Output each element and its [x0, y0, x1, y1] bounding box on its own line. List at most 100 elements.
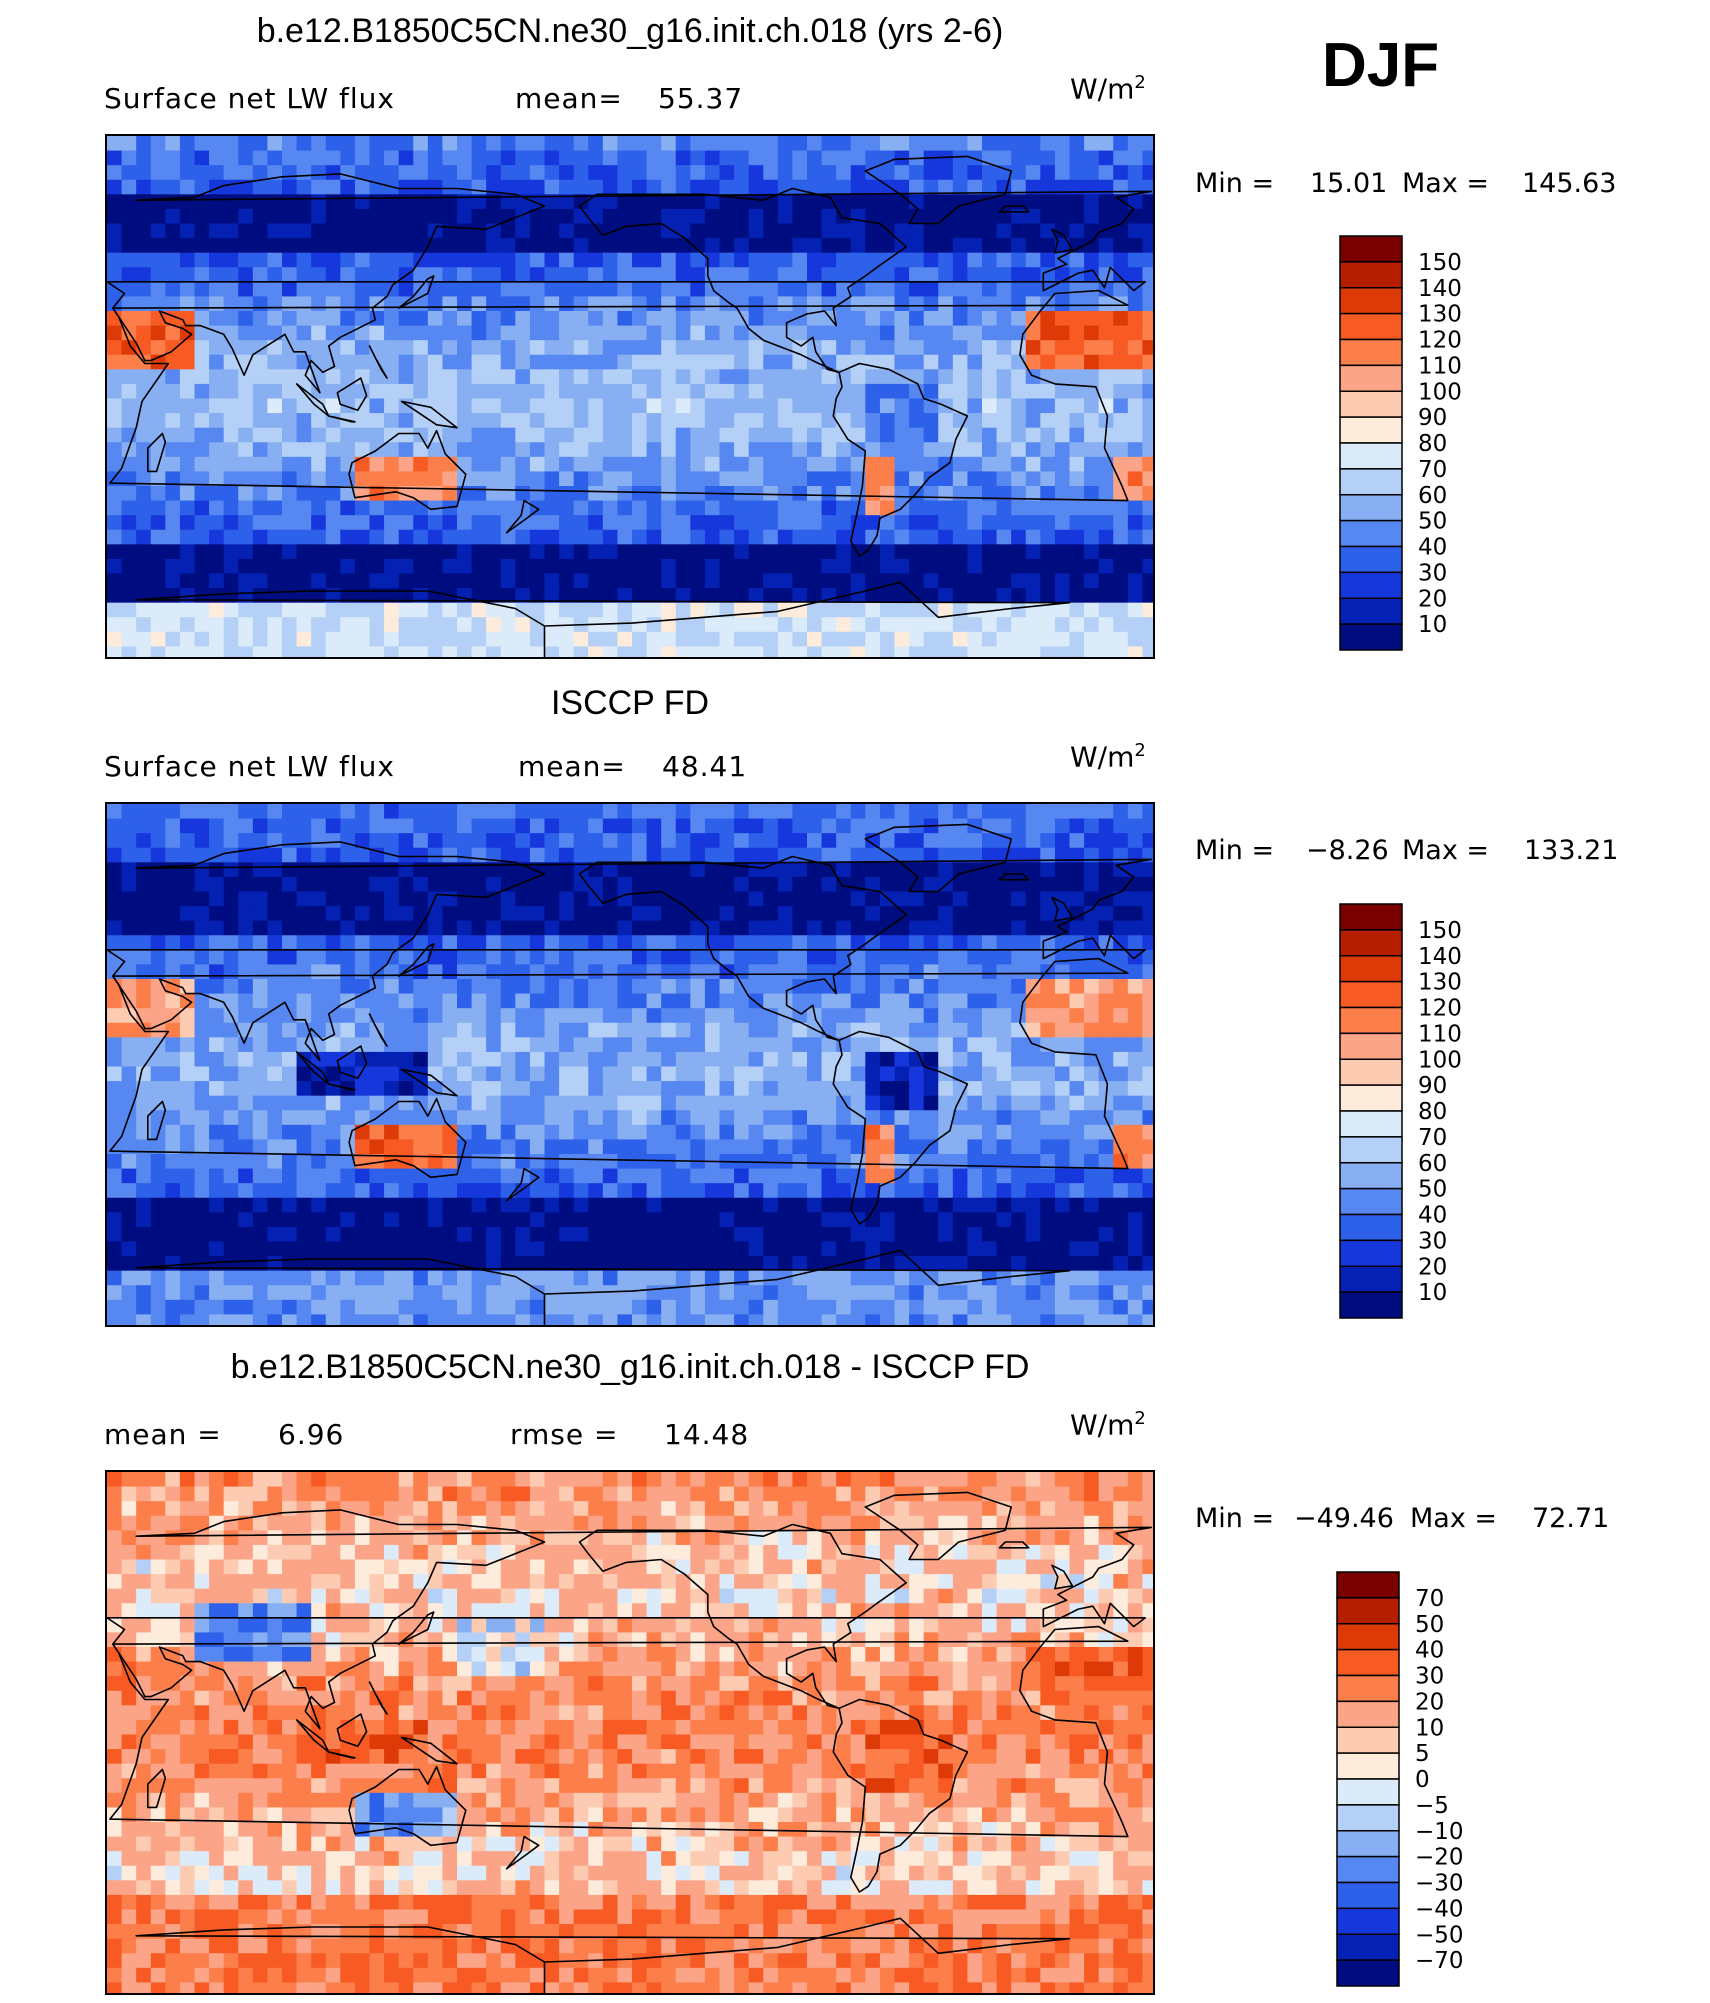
map-cell	[617, 1008, 633, 1024]
map-cell	[675, 267, 691, 283]
map-cell	[777, 456, 794, 473]
map-cell	[238, 993, 254, 1009]
map-cell	[267, 1051, 283, 1068]
map-cell	[675, 558, 691, 575]
map-cell	[296, 165, 312, 181]
map-cell	[1011, 920, 1027, 936]
map-cell	[938, 1226, 954, 1243]
map-cell	[311, 617, 327, 633]
map-cell	[107, 1154, 123, 1170]
map-cell	[340, 1037, 356, 1053]
map-cell	[325, 833, 341, 849]
map-cell	[369, 906, 385, 922]
map-cell	[340, 1226, 356, 1243]
map-cell	[194, 1183, 210, 1199]
map-cell	[967, 165, 983, 181]
map-cell	[267, 1197, 283, 1213]
map-cell	[515, 1139, 531, 1155]
map-cell	[602, 281, 619, 298]
map-cell	[311, 1081, 327, 1097]
map-cell	[486, 1226, 502, 1243]
map-cell	[311, 267, 327, 283]
map-cell	[1084, 1124, 1100, 1141]
map-cell	[209, 486, 225, 502]
map-cell	[1040, 150, 1056, 166]
map-cell	[704, 573, 721, 589]
map-cell	[296, 238, 312, 254]
map-cell	[573, 993, 589, 1009]
map-cell	[573, 427, 589, 443]
map-cell	[690, 208, 706, 225]
map-cell	[1098, 993, 1114, 1009]
map-cell	[267, 413, 283, 429]
map-cell	[223, 588, 239, 604]
map-cell	[427, 529, 444, 545]
map-cell	[923, 471, 939, 487]
map-cell	[1011, 558, 1027, 575]
map-cell	[792, 1124, 808, 1141]
map-cell	[457, 223, 473, 239]
map-cell	[107, 179, 123, 195]
map-cell	[296, 427, 312, 443]
map-cell	[1011, 979, 1027, 995]
map-cell	[529, 1051, 546, 1068]
map-cell	[1025, 1008, 1041, 1024]
map-cell	[792, 544, 808, 560]
map-cell	[573, 1008, 589, 1024]
map-cell	[471, 906, 487, 922]
map-cell	[617, 949, 633, 966]
map-cell	[675, 1139, 691, 1155]
map-cell	[763, 920, 779, 936]
map-cell	[763, 413, 779, 429]
map-cell	[413, 486, 429, 502]
map-cell	[879, 354, 896, 370]
map-cell	[209, 617, 225, 633]
map-cell	[617, 964, 633, 980]
map-cell	[836, 398, 852, 414]
map-cell	[252, 862, 269, 878]
map-cell	[1098, 1154, 1114, 1170]
map-cell	[1098, 1212, 1114, 1228]
map-cell	[354, 354, 371, 370]
map-cell	[252, 1168, 269, 1184]
map-cell	[777, 646, 794, 657]
map-cell	[515, 1241, 531, 1257]
map-cell	[354, 369, 371, 385]
map-cell	[982, 1212, 998, 1228]
map-cell	[573, 818, 589, 834]
map-cell	[500, 1110, 516, 1126]
map-cell	[588, 311, 604, 327]
map-cell	[763, 1212, 779, 1228]
map-cell	[792, 1212, 808, 1228]
map-cell	[588, 529, 604, 545]
map-cell	[807, 136, 823, 152]
map-cell	[354, 891, 371, 907]
map-cell	[223, 325, 239, 341]
map-cell	[792, 1110, 808, 1126]
map-cell	[573, 1066, 589, 1082]
map-cell	[559, 833, 575, 849]
map-cell	[165, 1124, 181, 1141]
map-cell	[1098, 1110, 1114, 1126]
map-cell	[486, 993, 502, 1009]
map-cell	[427, 1197, 444, 1213]
map-cell	[1069, 906, 1085, 922]
map-cell	[1069, 325, 1085, 341]
map-cell	[879, 1256, 896, 1272]
map-cell	[179, 427, 196, 443]
map-cell	[238, 964, 254, 980]
map-cell	[938, 964, 954, 980]
map-cell	[559, 471, 575, 487]
map-cell	[763, 1241, 779, 1257]
map-cell	[894, 165, 910, 181]
map-cell	[471, 1066, 487, 1082]
map-cell	[398, 500, 414, 516]
map-cell	[792, 267, 808, 283]
map-cell	[486, 558, 502, 575]
map-cell	[748, 935, 764, 951]
map-cell	[457, 949, 473, 966]
map-cell	[646, 847, 662, 863]
map-cell	[179, 281, 196, 298]
map-cell	[165, 413, 181, 429]
map-cell	[354, 267, 371, 283]
